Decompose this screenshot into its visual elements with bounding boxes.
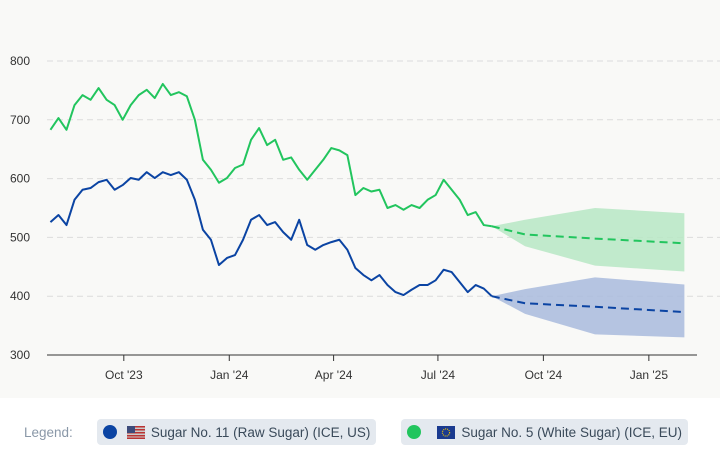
price-chart: 300 400 500 600 700 800 Oct '23 Jan '24 Apr '24 J…	[10, 54, 720, 382]
series-line-1	[49, 82, 492, 228]
series-dot-icon	[102, 425, 117, 439]
x-tick-label: Apr '24	[315, 368, 353, 382]
legend-item-white-sugar[interactable]: Sugar No. 5 (White Sugar) (ICE, EU)	[401, 419, 688, 445]
y-tick-label: 800	[10, 54, 30, 68]
legend-label: Legend:	[24, 424, 73, 440]
legend-item-label: Sugar No. 11 (Raw Sugar) (ICE, US)	[150, 424, 371, 440]
x-tick-label: Jan '25	[630, 368, 669, 382]
series-line-0	[49, 171, 493, 297]
x-tick-label: Oct '23	[105, 368, 143, 382]
legend-item-label: Sugar No. 5 (White Sugar) (ICE, EU)	[461, 424, 682, 440]
y-tick-label: 500	[10, 230, 30, 244]
eu-flag-icon	[437, 425, 456, 439]
x-tick-label: Jan '24	[210, 368, 249, 382]
legend: Legend: Sugar No. 11 (Raw Sugar) (ICE, U…	[0, 419, 720, 445]
y-tick-label: 300	[10, 348, 30, 362]
x-tick-label: Jul '24	[421, 368, 456, 382]
y-tick-label: 600	[10, 172, 30, 186]
y-tick-label: 400	[10, 289, 30, 303]
forecast-line-0	[491, 295, 685, 314]
us-flag-icon	[126, 425, 145, 439]
y-tick-label: 700	[10, 113, 30, 127]
forecast-band-1	[491, 208, 685, 272]
series-dot-icon	[407, 425, 422, 439]
x-tick-label: Oct '24	[525, 368, 563, 382]
legend-item-raw-sugar[interactable]: Sugar No. 11 (Raw Sugar) (ICE, US)	[96, 419, 377, 445]
forecast-line-1	[491, 225, 685, 245]
